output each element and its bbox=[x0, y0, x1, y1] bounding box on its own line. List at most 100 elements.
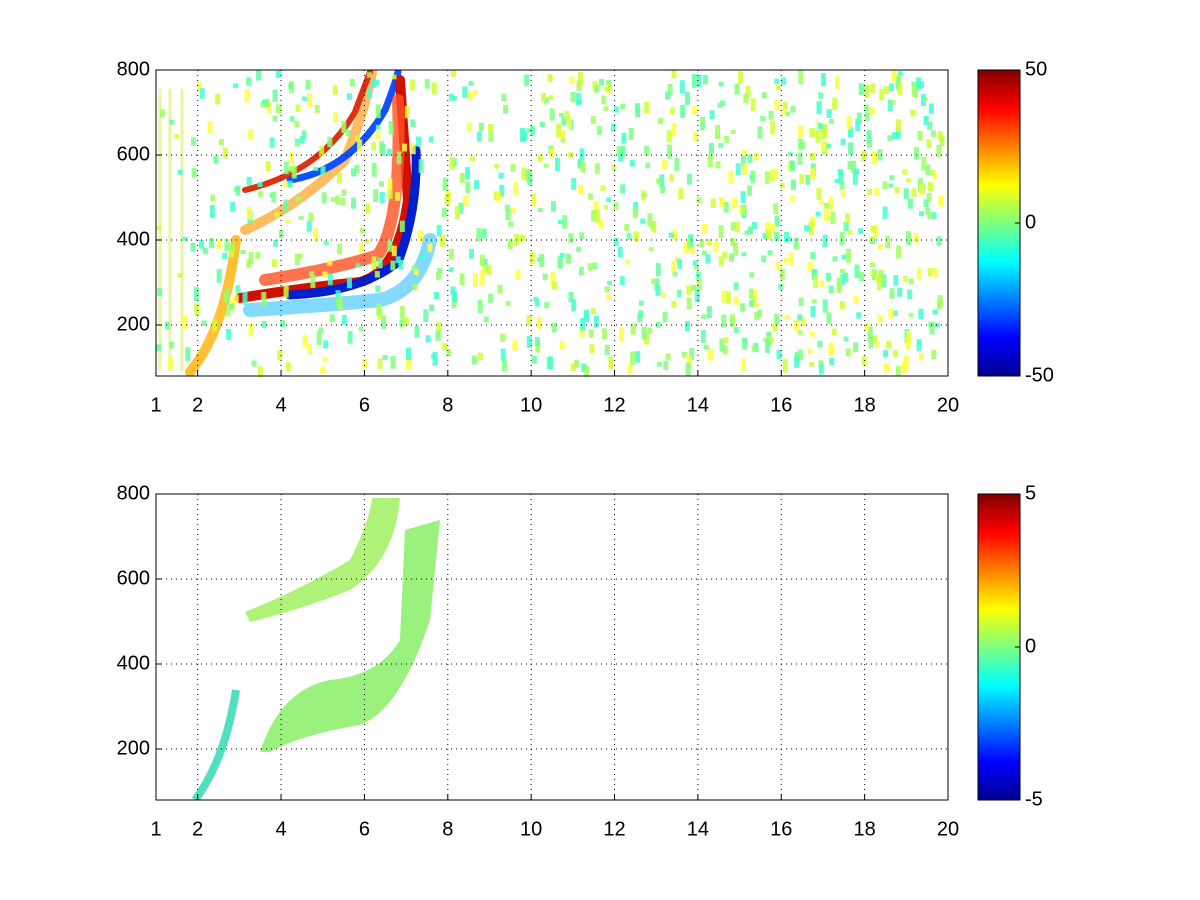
heatmap-cell bbox=[815, 130, 821, 143]
heatmap-cell bbox=[730, 129, 736, 134]
heatmap-cell bbox=[539, 121, 545, 128]
heatmap-cell bbox=[701, 314, 707, 320]
heatmap-cell bbox=[828, 119, 834, 124]
heatmap-cell bbox=[691, 285, 697, 291]
heatmap-cell bbox=[358, 242, 364, 253]
heatmap-cell bbox=[412, 283, 418, 291]
heatmap-cell bbox=[707, 348, 713, 361]
heatmap-cell bbox=[911, 85, 917, 97]
heatmap-cell bbox=[285, 362, 291, 372]
heatmap-cell bbox=[272, 89, 278, 102]
x-tick-label: 12 bbox=[603, 818, 625, 840]
heatmap-cell bbox=[692, 131, 698, 142]
heatmap-cell bbox=[594, 210, 600, 223]
heatmap-cell bbox=[483, 316, 489, 323]
heatmap-cell bbox=[213, 155, 219, 164]
heatmap-cell bbox=[549, 147, 555, 159]
heatmap-cell bbox=[335, 195, 341, 205]
heatmap-cell bbox=[380, 315, 386, 330]
heatmap-cell bbox=[887, 135, 893, 141]
heatmap-cell bbox=[721, 290, 727, 303]
heatmap-cell bbox=[613, 202, 619, 210]
heatmap-cell bbox=[926, 192, 932, 202]
heatmap-cell bbox=[730, 222, 736, 231]
heatmap-cell bbox=[568, 291, 574, 303]
heatmap-cell bbox=[395, 191, 401, 201]
heatmap-cell bbox=[834, 76, 840, 90]
heatmap-cell bbox=[357, 139, 363, 153]
heatmap-cell bbox=[774, 78, 780, 85]
heatmap-cell bbox=[707, 153, 713, 168]
heatmap-cell bbox=[745, 86, 751, 97]
heatmap-cell bbox=[718, 256, 724, 267]
heatmap-cell bbox=[590, 308, 596, 315]
heatmap-cell bbox=[222, 252, 228, 260]
heatmap-cell bbox=[371, 142, 377, 151]
heatmap-cell bbox=[366, 72, 372, 78]
heatmap-cell bbox=[558, 112, 564, 117]
heatmap-cell bbox=[280, 320, 286, 328]
heatmap-cell bbox=[644, 145, 650, 156]
heatmap-cell bbox=[513, 182, 519, 196]
heatmap-cell bbox=[819, 280, 825, 287]
heatmap-cell bbox=[902, 276, 908, 282]
heatmap-cell bbox=[207, 121, 213, 134]
heatmap-cell bbox=[168, 357, 174, 370]
heatmap-cell bbox=[741, 149, 747, 156]
heatmap-cell bbox=[375, 285, 381, 293]
heatmap-cell bbox=[257, 191, 263, 197]
heatmap-cell bbox=[931, 212, 937, 219]
heatmap-cell bbox=[410, 119, 416, 127]
heatmap-cell bbox=[818, 364, 824, 375]
heatmap-cell bbox=[784, 314, 790, 320]
heatmap-cell bbox=[754, 311, 760, 321]
heatmap-cell bbox=[905, 337, 911, 350]
heatmap-cell bbox=[779, 268, 785, 280]
heatmap-cell bbox=[633, 202, 639, 215]
heatmap-cell bbox=[892, 310, 898, 316]
heatmap-cell bbox=[757, 126, 763, 139]
heatmap-cell bbox=[613, 106, 619, 113]
heatmap-cell bbox=[531, 355, 537, 364]
heatmap-cell bbox=[395, 256, 401, 264]
heatmap-cell bbox=[764, 221, 770, 233]
heatmap-cell bbox=[246, 77, 252, 86]
heatmap-cell bbox=[927, 212, 933, 219]
heatmap-cell bbox=[354, 164, 360, 174]
heatmap-cell bbox=[886, 340, 892, 349]
heatmap-cell bbox=[897, 71, 903, 76]
heatmap-cell bbox=[265, 161, 271, 172]
heatmap-cell bbox=[156, 225, 162, 231]
heatmap-cell bbox=[481, 228, 487, 239]
heatmap-cell bbox=[785, 111, 791, 116]
heatmap-cell bbox=[543, 97, 549, 104]
heatmap-cell bbox=[559, 341, 565, 350]
heatmap-cell bbox=[425, 335, 431, 343]
heatmap-cell bbox=[433, 291, 439, 299]
heatmap-cell bbox=[554, 157, 560, 172]
heatmap-cell bbox=[790, 105, 796, 113]
heatmap-cell bbox=[366, 87, 372, 99]
heatmap-cell bbox=[298, 215, 304, 220]
heatmap-cell bbox=[527, 171, 533, 186]
heatmap-cell bbox=[807, 348, 813, 355]
heatmap-cell bbox=[841, 254, 847, 260]
heatmap-cell bbox=[660, 185, 666, 194]
heatmap-cell bbox=[584, 365, 590, 378]
heatmap-cell bbox=[635, 107, 641, 118]
heatmap-cell bbox=[630, 323, 636, 335]
heatmap-cell bbox=[826, 143, 832, 148]
heatmap-cell bbox=[275, 70, 281, 78]
x-tick-label: 18 bbox=[854, 818, 876, 840]
heatmap-cell bbox=[816, 101, 822, 115]
heatmap-cell bbox=[440, 235, 446, 247]
heatmap-cell bbox=[783, 257, 789, 264]
heatmap-cell bbox=[448, 248, 454, 260]
heatmap-cell bbox=[774, 231, 780, 242]
heatmap-cell bbox=[424, 78, 430, 89]
heatmap-cell bbox=[895, 119, 901, 132]
heatmap-cell bbox=[877, 314, 883, 323]
heatmap-cell bbox=[642, 192, 648, 197]
heatmap-cell bbox=[399, 319, 405, 328]
heatmap-cell bbox=[229, 245, 235, 258]
